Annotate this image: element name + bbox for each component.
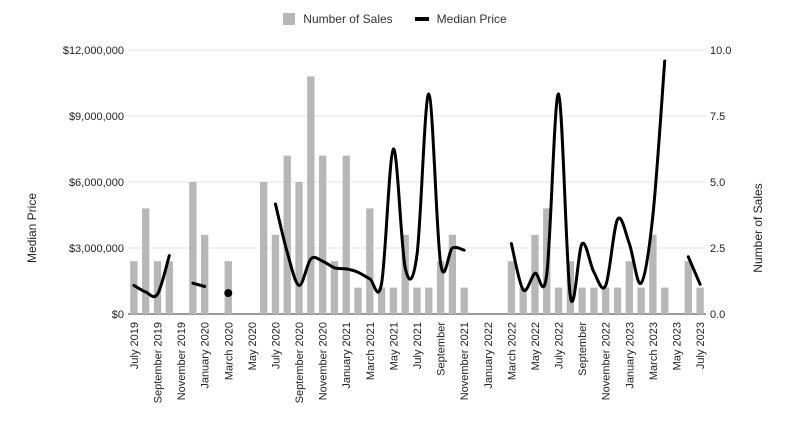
bar-number-of-sales [201, 234, 209, 314]
median-price-line-segment [509, 59, 667, 303]
x-tick-label: July 2023 [695, 322, 707, 369]
x-tick-label: March 2020 [223, 322, 235, 380]
legend-label-number-of-sales: Number of Sales [303, 12, 393, 26]
legend-item-median-price: Median Price [414, 12, 507, 26]
legend-label-median-price: Median Price [436, 12, 507, 26]
median-price-line-segment [686, 255, 702, 286]
y-axis-title-left: Median Price [25, 193, 39, 263]
bar-number-of-sales [224, 261, 232, 314]
bar-number-of-sales [342, 155, 350, 314]
y-tick-label-left: $3,000,000 [69, 243, 124, 255]
bar-number-of-sales [271, 234, 280, 314]
median-price-line-segment [191, 281, 207, 288]
bar-number-of-sales [330, 261, 339, 314]
bar-number-of-sales [318, 155, 327, 314]
x-tick-label: May 2020 [247, 322, 259, 370]
bar-number-of-sales [519, 287, 527, 314]
bar-number-of-sales [602, 287, 610, 314]
x-tick-label: January 2022 [483, 322, 495, 389]
bar-number-of-sales [684, 261, 692, 314]
x-tick-label: September 2019 [152, 322, 164, 403]
bar-number-of-sales [283, 155, 291, 314]
gridlines [128, 49, 706, 315]
x-tick-label: November 2020 [318, 322, 330, 400]
bar-number-of-sales [637, 287, 645, 314]
x-tick-label: January 2021 [341, 322, 353, 389]
bar-number-of-sales [189, 182, 197, 314]
median-price-line-segment [273, 92, 466, 294]
y-tick-label-left: $12,000,000 [63, 45, 124, 57]
bar-number-of-sales [401, 234, 409, 314]
legend-swatch-line [414, 17, 429, 21]
bar-number-of-sales [259, 182, 268, 314]
x-tick-label: July 2019 [129, 322, 141, 369]
bar-number-of-sales [142, 208, 150, 314]
y-tick-label-left: $0 [112, 309, 124, 321]
bar-number-of-sales [590, 287, 598, 314]
legend-item-number-of-sales: Number of Sales [283, 12, 393, 26]
bar-number-of-sales [425, 287, 433, 314]
x-tick-label: January 2020 [200, 322, 212, 389]
x-tick-label: March 2022 [506, 322, 518, 380]
bar-number-of-sales [130, 261, 138, 314]
y-tick-label-left: $6,000,000 [69, 177, 124, 189]
x-tick-label: September 2020 [294, 322, 306, 403]
bar-number-of-sales [436, 261, 445, 314]
x-tick-label: May 2023 [672, 322, 684, 370]
bar-number-of-sales [307, 76, 315, 315]
x-tick-label: July 2021 [412, 322, 424, 369]
bar-number-of-sales [696, 287, 704, 314]
y-axis-title-right: Number of Sales [751, 183, 765, 272]
axes: $0 0.0 $3,000,000 2.5 $6,000,000 5.0 $9,000,00… [63, 45, 732, 403]
x-tick-label: January 2023 [624, 322, 636, 389]
line-median-price [132, 59, 702, 303]
x-tick-label: March 2021 [365, 322, 377, 380]
x-tick-label: March 2023 [648, 322, 660, 380]
x-tick-label: November 2021 [459, 322, 471, 400]
bar-number-of-sales [389, 287, 398, 314]
bar-number-of-sales [554, 287, 563, 314]
legend-swatch-bar [283, 13, 296, 25]
bar-number-of-sales [625, 261, 633, 314]
bar-number-of-sales [578, 287, 586, 314]
bar-number-of-sales [354, 287, 362, 314]
bar-number-of-sales [448, 234, 457, 314]
y-tick-label-right: 2.5 [710, 243, 725, 255]
bar-number-of-sales [377, 287, 386, 314]
bar-number-of-sales [613, 287, 622, 314]
x-tick-label: November 2019 [176, 322, 188, 400]
bar-number-of-sales [165, 261, 173, 314]
bars-number-of-sales [130, 76, 704, 315]
bar-number-of-sales [460, 287, 468, 314]
y-tick-label-right: 7.5 [710, 111, 725, 123]
y-tick-label-left: $9,000,000 [69, 111, 124, 123]
bar-number-of-sales [153, 261, 162, 314]
bar-number-of-sales [413, 287, 421, 314]
y-tick-label-right: 5.0 [710, 177, 725, 189]
x-tick-label: November 2022 [601, 322, 613, 400]
x-tick-label: September [577, 322, 589, 376]
y-tick-label-right: 10.0 [710, 45, 731, 57]
x-tick-label: July 2022 [554, 322, 566, 369]
bar-number-of-sales [295, 182, 303, 314]
bar-number-of-sales [507, 261, 516, 314]
x-tick-label: July 2020 [270, 322, 282, 369]
bar-number-of-sales [366, 208, 374, 314]
chart-legend: Number of Sales Median Price [0, 12, 790, 26]
bar-number-of-sales [661, 287, 669, 314]
x-tick-label: May 2022 [530, 322, 542, 370]
median-price-point [224, 289, 233, 298]
bar-number-of-sales [649, 234, 657, 314]
x-tick-label: May 2021 [388, 322, 400, 370]
x-tick-label: September [436, 322, 448, 376]
y-tick-label-right: 0.0 [710, 309, 725, 321]
median-price-line-segment [132, 254, 171, 299]
